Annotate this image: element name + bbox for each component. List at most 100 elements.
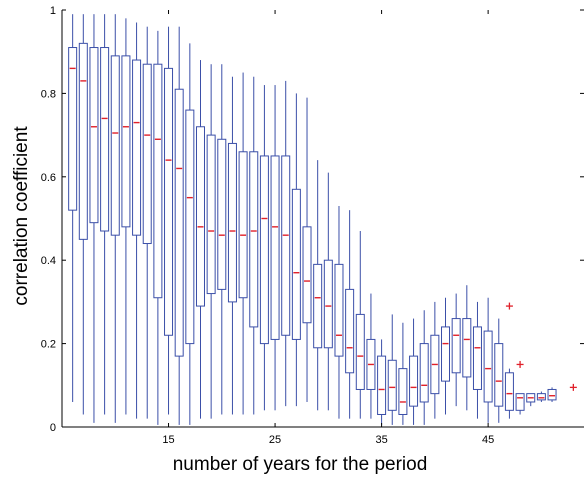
box-rect-38: [409, 355, 419, 407]
box-42: [451, 293, 461, 407]
y-tick-label-2: 0.4: [41, 255, 56, 267]
box-rect-14: [153, 63, 163, 299]
box-49: [526, 393, 536, 407]
box-31: [334, 205, 344, 419]
box-rect-15: [164, 67, 174, 336]
box-36: [387, 314, 397, 425]
box-37: [398, 322, 408, 425]
axes: 0 0.2 0.4 0.6 0.8 1 15 25 35 45: [41, 5, 584, 446]
box-26: [281, 80, 291, 407]
box-rect-42: [451, 318, 461, 374]
box-17: [185, 43, 195, 425]
box-rect-28: [302, 226, 312, 324]
y-tick-label-0: 0: [50, 422, 56, 434]
box-25: [270, 85, 280, 411]
box-rect-34: [366, 338, 376, 390]
box-15: [164, 26, 174, 415]
box-rect-16: [174, 88, 184, 357]
box-28: [302, 97, 312, 402]
box-rect-45: [483, 330, 493, 403]
box-45: [483, 297, 493, 423]
box-rect-10: [110, 55, 120, 236]
box-38: [409, 318, 419, 425]
box-23: [249, 76, 259, 415]
box-rect-11: [121, 55, 131, 228]
x-tick-label-3: 45: [482, 434, 494, 446]
box-43: [462, 285, 472, 411]
box-rect-24: [259, 155, 269, 345]
box-9: [100, 14, 110, 415]
box-35: [377, 339, 387, 425]
box-rect-31: [334, 263, 344, 357]
box-24: [259, 85, 269, 411]
x-tick-label-0: 15: [162, 434, 174, 446]
box-11: [121, 18, 131, 415]
outlier-0: [505, 302, 513, 310]
box-40: [430, 301, 440, 419]
box-29: [313, 160, 323, 411]
box-51: [547, 387, 557, 402]
box-41: [441, 297, 451, 415]
box-rect-17: [185, 109, 195, 345]
box-rect-13: [142, 63, 152, 245]
box-18: [195, 60, 205, 419]
y-tick-label-1: 0.2: [41, 339, 56, 351]
box-rect-33: [355, 313, 365, 390]
box-rect-32: [345, 288, 355, 374]
box-rect-7: [78, 42, 88, 240]
box-rect-22: [238, 151, 248, 299]
box-rect-46: [494, 343, 504, 407]
box-34: [366, 293, 376, 419]
y-tick-label-4: 0.8: [41, 88, 56, 100]
outlier-1: [516, 360, 524, 368]
box-rect-21: [227, 142, 237, 303]
box-44: [472, 301, 482, 419]
x-axis-label: number of years for the period: [173, 454, 428, 475]
box-rect-29: [313, 263, 323, 349]
box-rect-27: [291, 188, 301, 340]
x-tick-label-2: 35: [375, 434, 387, 446]
box-39: [419, 310, 429, 425]
box-21: [227, 76, 237, 415]
box-rect-19: [206, 134, 216, 295]
box-rect-23: [249, 151, 259, 328]
y-tick-label-3: 0.6: [41, 172, 56, 184]
box-19: [206, 64, 216, 419]
box-rect-35: [377, 355, 387, 415]
box-6: [68, 14, 78, 402]
box-rect-36: [387, 359, 397, 411]
box-rect-37: [398, 368, 408, 415]
box-46: [494, 318, 504, 423]
box-33: [355, 231, 365, 419]
box-20: [217, 64, 227, 415]
box-rect-40: [430, 334, 440, 395]
box-rect-6: [68, 47, 78, 211]
y-tick-label-5: 1: [50, 5, 56, 17]
box-rect-9: [100, 47, 110, 232]
box-50: [536, 391, 546, 402]
box-rect-39: [419, 343, 429, 403]
box-rect-41: [441, 326, 451, 382]
box-rect-26: [281, 155, 291, 336]
box-rect-8: [89, 47, 99, 224]
box-30: [323, 172, 333, 411]
box-rect-30: [323, 259, 333, 349]
box-47: [504, 368, 514, 419]
box-rect-20: [217, 138, 227, 290]
box-32: [345, 210, 355, 419]
box-rect-51: [547, 388, 557, 401]
box-rect-49: [526, 393, 536, 403]
box-rect-47: [504, 372, 514, 411]
box-8: [89, 14, 99, 423]
box-rect-44: [472, 326, 482, 390]
box-12: [132, 22, 142, 419]
box-48: [515, 393, 525, 415]
box-rect-25: [270, 155, 280, 340]
x-tick-label-1: 25: [269, 434, 281, 446]
outlier-2: [569, 383, 577, 391]
box-rect-12: [132, 59, 142, 236]
box-rect-48: [515, 393, 525, 411]
box-10: [110, 14, 120, 423]
box-22: [238, 72, 248, 415]
